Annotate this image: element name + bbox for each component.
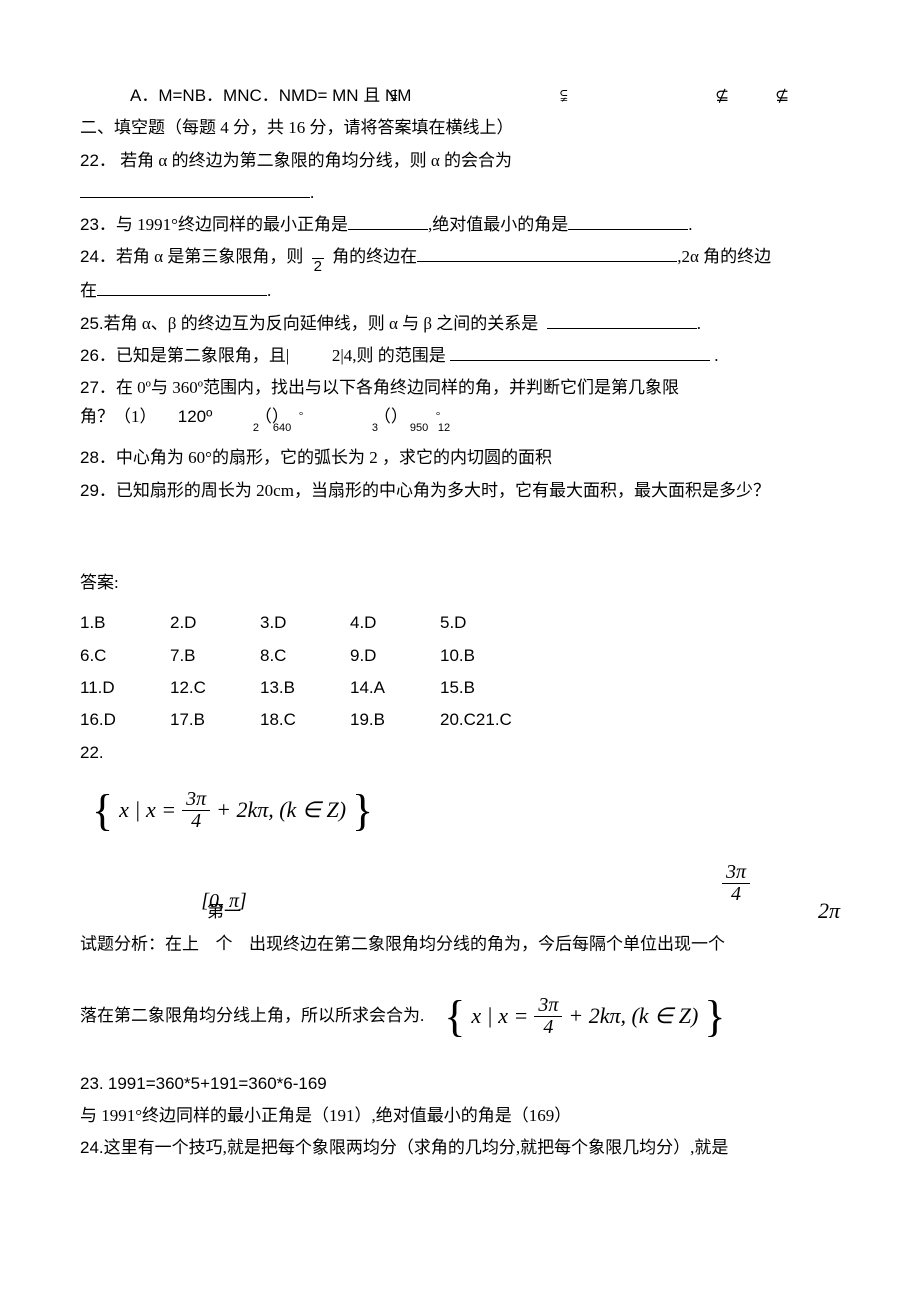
left-brace-icon: { [444,999,465,1034]
q26-num: 26． [80,346,116,365]
q25-t1: 若角 α、β 的终边互为反向延伸线，则 α 与 β 之间的关系是 [104,314,539,333]
set-tail: + 2kπ, (k ∈ Z) [216,789,346,831]
q22: 22． 若角 α 的终边为第二象限的角均分线，则 α 的会合为 [80,145,840,177]
section2-title: 二、填空题（每题 4 分，共 16 分，请将答案填在横线上） [80,112,840,144]
q28: 28．中心角为 60°的扇形，它的弧长为 2 ，求它的内切圆的面积 [80,442,840,474]
interval-stack: [0, π] 第一个 [199,896,249,961]
a24: 24.这里有一个技巧,就是把每个象限两均分（求角的几均分,就把每个象限几均分）,… [80,1132,840,1164]
period: . [267,281,271,300]
right-brace-icon: } [704,999,725,1034]
period: . [697,314,701,333]
p2-text: 落在第二象限角均分线上角，所以所求会合为. [80,1000,424,1032]
a23-calc: 1991=360*5+191=360*6-169 [108,1074,327,1093]
not-subset-icon: ⊈ [775,80,789,112]
q23-num: 23． [80,215,116,234]
degree-icon: ° [299,409,303,424]
a23-text: 与 1991°终边同样的最小正角是（191）,绝对值最小的角是（169） [80,1100,840,1132]
q23-t1: 与 1991°终边同样的最小正角是 [116,215,348,234]
q21-text: A．M=NB．MNC．NMD= MN 且 NM [130,86,411,105]
period: . [688,215,692,234]
fraction: 3π4 [182,789,210,832]
q24-t2: 角的终边在 [332,247,417,266]
answers-label: 答案: [80,567,840,599]
fraction: 3π4 [534,995,562,1038]
q28-num: 28． [80,448,116,467]
q24-t1: 若角 α 是第三象限角，则 [116,247,303,266]
p1b: 出现终边在第二象限角均分线的角为，今后每隔个单位出现一个 [249,934,725,953]
set-tail: + 2kπ, (k ∈ Z) [568,995,698,1037]
blank [568,211,688,231]
a24-text: 这里有一个技巧,就是把每个象限两均分（求角的几均分,就把每个象限几均分）,就是 [104,1138,729,1157]
q24-t3: ,2α 角的终边 [677,247,771,266]
not-subset-icon: ⊈ [715,80,729,112]
blank [417,243,677,263]
q29-num: 29． [80,481,116,500]
paren: （） [374,407,408,426]
period: . [714,346,718,365]
p1a: 试题分析：在上 [80,934,199,953]
q22-text: 若角 α 的终边为第二象限的角均分线，则 α 的会合为 [120,151,512,170]
q25-num: 25. [80,314,104,333]
sub: 640 [273,423,291,435]
blank [450,341,710,361]
q26: 26．已知是第二象限角，且| 2|4,则 的范围是 . [80,340,840,372]
answers-block: 1.B2.D3.D4.D5.D 6.C7.B8.C9.D10.B 11.D12.… [80,607,840,736]
answer-row: 16.D17.B18.C19.B20.C21.C [80,704,840,736]
q28-text: 中心角为 60°的扇形，它的弧长为 2 ，求它的内切圆的面积 [116,448,552,467]
q27-part3: （） 3 950 ° 12 [374,405,408,429]
period: . [310,183,314,202]
q27-v1: 120º [178,407,213,426]
q27-part2: （） 2 640 ° [255,405,289,429]
sub: 3 [372,423,378,435]
a23: 23. 1991=360*5+191=360*6-169 [80,1068,840,1100]
q27: 27．在 0º与 360º范围内，找出与以下各角终边同样的角，并判断它们是第几象… [80,372,840,404]
q26-t1: 已知是第二象限角，且| [116,346,289,365]
fraction-half: 2 [312,241,324,275]
set-lead: x | x = [119,789,176,831]
left-brace-icon: { [92,793,113,828]
analysis-p2: 落在第二象限角均分线上角，所以所求会合为. { x | x = 3π4 + 2k… [80,995,840,1038]
set-expression: { x | x = 3π4 + 2kπ, (k ∈ Z) } [92,789,840,836]
q27-t1: 在 0º与 360º范围内，找出与以下各角终边同样的角，并判断它们是第几象限 [116,378,679,397]
analysis-p1: 试题分析：在上 [0, π] 第一个 出现终边在第二象限角均分线的角为，今后每隔… [80,896,840,961]
q24-num: 24． [80,247,116,266]
two-pi: 2π [818,890,840,932]
q29-text: 已知扇形的周长为 20cm，当扇形的中心角为多大时，它有最大面积，最大面积是多少… [116,481,770,500]
q22-blank-line: . [80,177,840,209]
answer-row: 1.B2.D3.D4.D5.D [80,607,840,639]
q23-t2: ,绝对值最小的角是 [428,215,568,234]
answer-row: 6.C7.B8.C9.D10.B [80,640,840,672]
q24: 24．若角 α 是第三象限角，则 2 角的终边在 ,2α 角的终边 [80,241,840,275]
q21-options: A．M=NB．MNC．NMD= MN 且 NM ⫋ ⫋ ⊈ ⊈ [130,80,840,112]
set-expression-2: { x | x = 3π4 + 2kπ, (k ∈ Z) } [444,995,725,1038]
q24-line2: 在. [80,275,840,307]
blank [547,309,697,329]
q22-num: 22． [80,151,116,170]
sub: 2 [253,423,259,435]
q23: 23．与 1991°终边同样的最小正角是 ,绝对值最小的角是. [80,209,840,241]
q25: 25.若角 α、β 的终边互为反向延伸线，则 α 与 β 之间的关系是 . [80,308,840,340]
subset-icon: ⫋ [390,80,397,112]
right-brace-icon: } [352,793,373,828]
q26-t2: 2|4,则 的范围是 [332,346,446,365]
subset-icon: ⫋ [560,80,567,112]
answer-row: 11.D12.C13.B14.A15.B [80,672,840,704]
a22-label: 22. [80,737,840,769]
sub: 12 [438,423,450,435]
q29: 29．已知扇形的周长为 20cm，当扇形的中心角为多大时，它有最大面积，最大面积… [80,475,840,507]
a23-num: 23. [80,1074,104,1093]
q27-t2: 角？（1） [80,407,157,426]
blank [97,277,267,297]
blank [348,211,428,231]
sub: 950 [410,423,428,435]
q24-t4: 在 [80,281,97,300]
set-lead: x | x = [471,995,528,1037]
a24-num: 24. [80,1138,104,1157]
fraction-3pi4: 3π4 [722,862,750,905]
interval: [0, π] [199,882,249,920]
q27-line2: 角？（1） 120º （） 2 640 ° （） 3 950 ° 12 [80,405,840,429]
blank [80,178,310,198]
q27-num: 27． [80,378,116,397]
